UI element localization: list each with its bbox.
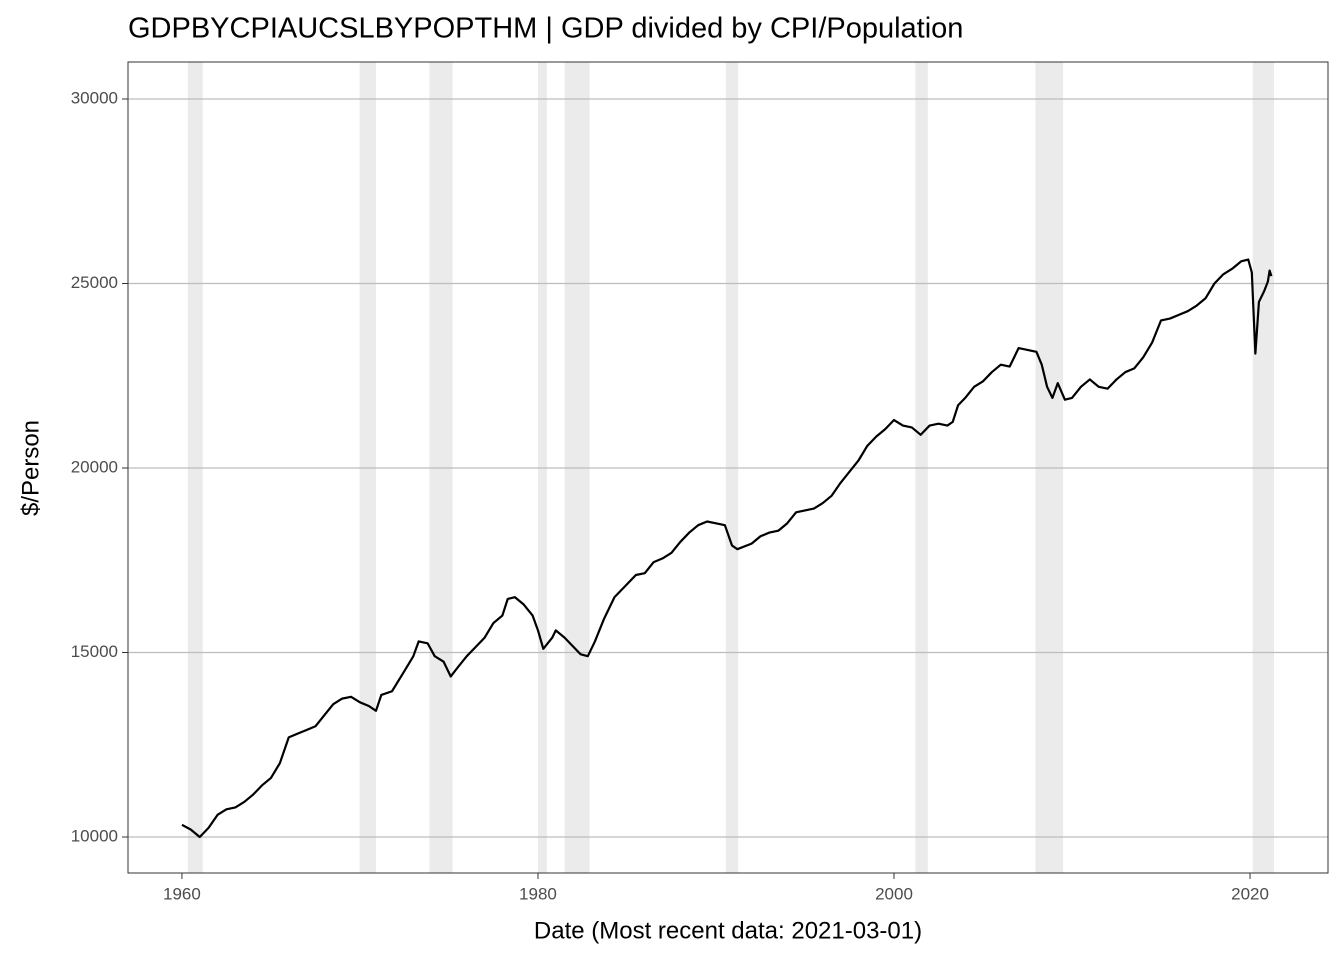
x-axis-label: Date (Most recent data: 2021-03-01) [534,917,922,944]
x-tick-label: 2000 [875,884,913,903]
x-tick-label: 1960 [163,884,201,903]
y-tick-label: 30000 [71,88,118,107]
chart-title: GDPBYCPIAUCSLBYPOPTHM | GDP divided by C… [128,13,963,45]
y-tick-label: 15000 [71,642,118,661]
y-axis-label: $/Person [17,420,44,516]
panel-border [127,61,1329,874]
y-tick-label: 20000 [71,457,118,476]
x-tick-label: 2020 [1231,884,1269,903]
line-series [181,258,1273,839]
y-tick-label: 25000 [71,273,118,292]
x-tick-label: 1980 [519,884,557,903]
y-tick-label: 10000 [71,826,118,845]
